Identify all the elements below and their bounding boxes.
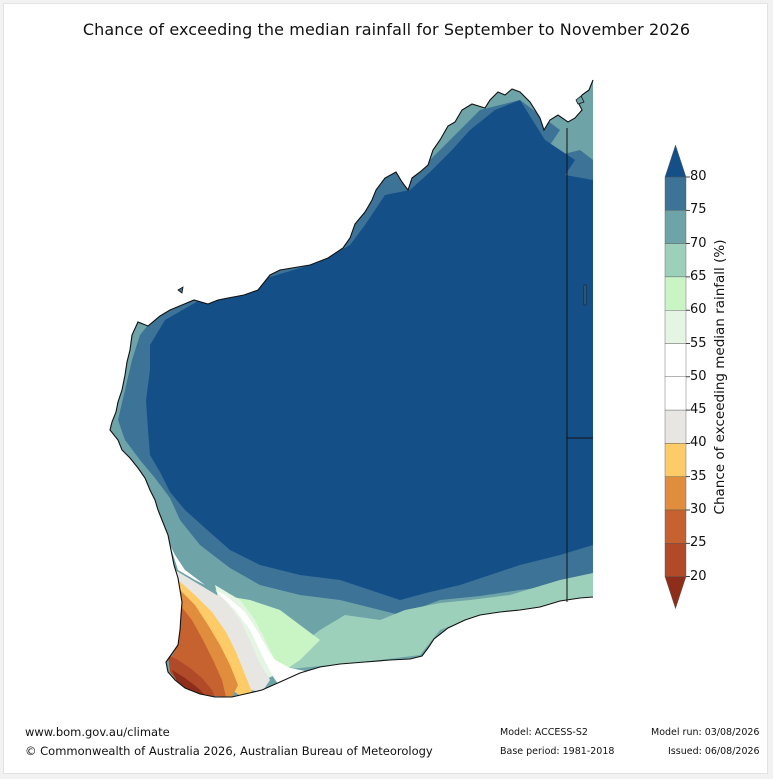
colorbar-tick-label: 45 — [690, 402, 707, 418]
colorbar-tick-label: 20 — [690, 568, 707, 584]
band-over-80 — [146, 100, 593, 600]
colorbar-tick-label: 35 — [690, 468, 707, 484]
band-under-20 — [172, 670, 206, 696]
colorbar-tick-label: 40 — [690, 435, 707, 451]
colorbar-band-40-45 — [664, 409, 687, 444]
wa-coastline — [109, 79, 594, 698]
colorbar-tick-label: 55 — [690, 335, 707, 351]
colorbar-tick-label: 80 — [690, 169, 707, 184]
colorbar-band-55-60 — [664, 310, 687, 344]
island-1 — [177, 286, 184, 294]
colorbar-band-50-55 — [664, 343, 687, 377]
colorbar-band-70-75 — [664, 210, 687, 244]
colorbar-band-60-65 — [664, 276, 687, 311]
footer-copyright: © Commonwealth of Australia 2026, Austra… — [25, 744, 433, 758]
colorbar-tick-label: 30 — [690, 502, 707, 517]
colorbar-band-45-50 — [664, 376, 687, 411]
footer-model: Model: ACCESS-S2 — [500, 727, 588, 738]
band-white — [150, 520, 310, 690]
colorbar-tick-label: 60 — [690, 302, 707, 318]
footer-base-period: Base period: 1981-2018 — [500, 746, 615, 757]
colorbar-band-35-40 — [664, 443, 687, 477]
colorbar-arrow-bottom — [664, 576, 687, 610]
island-3 — [583, 284, 587, 306]
band-20-25 — [168, 655, 215, 697]
colorbar-band-75-80 — [664, 176, 687, 211]
colorbar-band-20-25 — [664, 543, 687, 577]
colorbar-label: Chance of exceeding median rainfall (%) — [712, 239, 728, 515]
colorbar-band-65-70 — [664, 243, 687, 278]
footer-model-run: Model run: 03/08/2026 — [651, 727, 760, 738]
band-30-35 — [180, 590, 238, 697]
colorbar-arrow-top — [664, 144, 687, 178]
colorbar-tick-label: 75 — [690, 202, 707, 218]
footer-website: www.bom.gov.au/climate — [25, 725, 170, 739]
colorbar-tick-label: 70 — [690, 235, 707, 251]
colorbar-tick-label: 25 — [690, 535, 707, 551]
colorbar-tick-label: 50 — [690, 368, 707, 384]
colorbar-band-25-30 — [664, 509, 687, 544]
colorbar — [664, 144, 690, 610]
colorbar-tick-label: 65 — [690, 268, 707, 284]
band-65-70 — [280, 573, 593, 670]
colorbar-band-30-35 — [664, 476, 687, 511]
island-2 — [575, 95, 585, 105]
map-title: Chance of exceeding the median rainfall … — [82, 20, 691, 39]
footer-issued: Issued: 06/08/2026 — [668, 746, 760, 757]
